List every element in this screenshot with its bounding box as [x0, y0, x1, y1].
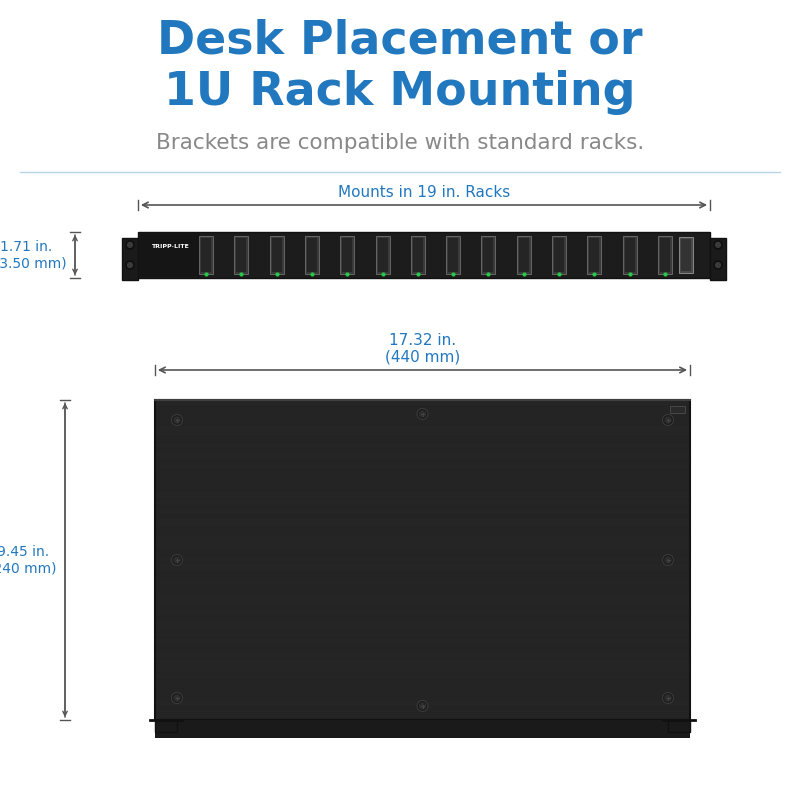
Circle shape [127, 242, 133, 247]
Bar [340, 236, 354, 274]
Bar [658, 236, 672, 274]
Bar [590, 238, 599, 272]
Circle shape [174, 695, 180, 701]
Bar [483, 238, 494, 272]
Bar [140, 233, 200, 277]
Text: Desk Placement or: Desk Placement or [158, 18, 642, 63]
Bar [587, 236, 602, 274]
Bar [554, 238, 564, 272]
Bar [448, 238, 458, 272]
Bar [622, 236, 637, 274]
Bar [122, 238, 138, 280]
Circle shape [714, 241, 722, 249]
Bar [378, 238, 387, 272]
Text: Mounts in 19 in. Racks: Mounts in 19 in. Racks [338, 185, 510, 200]
Text: TRIPP·LITE: TRIPP·LITE [151, 244, 189, 249]
Bar [307, 238, 317, 272]
Bar [482, 236, 495, 274]
Bar [236, 238, 246, 272]
Circle shape [662, 693, 674, 703]
Circle shape [665, 557, 671, 563]
Bar [679, 237, 693, 273]
Bar [517, 236, 530, 274]
Bar [670, 406, 685, 413]
Bar [411, 236, 425, 274]
Circle shape [126, 261, 134, 269]
Bar [375, 236, 390, 274]
Bar [234, 236, 248, 274]
Circle shape [715, 242, 721, 247]
Bar [660, 238, 670, 272]
Circle shape [171, 693, 182, 703]
Text: 1.71 in.
(43.50 mm): 1.71 in. (43.50 mm) [0, 240, 67, 270]
Bar [199, 236, 213, 274]
Bar [625, 238, 634, 272]
Circle shape [171, 554, 182, 566]
Circle shape [417, 409, 428, 419]
Circle shape [174, 417, 180, 423]
Bar [272, 238, 282, 272]
Bar [552, 236, 566, 274]
Bar [342, 238, 352, 272]
Circle shape [417, 701, 428, 711]
Circle shape [715, 262, 721, 268]
Bar [518, 238, 529, 272]
Bar [138, 232, 710, 278]
Circle shape [662, 554, 674, 566]
Bar [305, 236, 319, 274]
Bar [413, 238, 423, 272]
Bar [155, 400, 690, 720]
Text: 1U Rack Mounting: 1U Rack Mounting [164, 70, 636, 115]
Text: 9.45 in.
(240 mm): 9.45 in. (240 mm) [0, 545, 57, 575]
Circle shape [662, 414, 674, 426]
Circle shape [174, 557, 180, 563]
Bar [201, 238, 211, 272]
Circle shape [419, 411, 426, 417]
Text: 17.32 in.
(440 mm): 17.32 in. (440 mm) [385, 333, 460, 365]
Bar [681, 239, 691, 271]
Bar [270, 236, 284, 274]
Circle shape [419, 703, 426, 709]
Circle shape [171, 414, 182, 426]
Text: Brackets are compatible with standard racks.: Brackets are compatible with standard ra… [156, 133, 644, 153]
Circle shape [126, 241, 134, 249]
Circle shape [665, 417, 671, 423]
Bar [710, 238, 726, 280]
Bar [446, 236, 460, 274]
Circle shape [714, 261, 722, 269]
Bar [155, 720, 690, 738]
Circle shape [665, 695, 671, 701]
Circle shape [127, 262, 133, 268]
Bar [668, 720, 690, 732]
Bar [155, 720, 177, 732]
